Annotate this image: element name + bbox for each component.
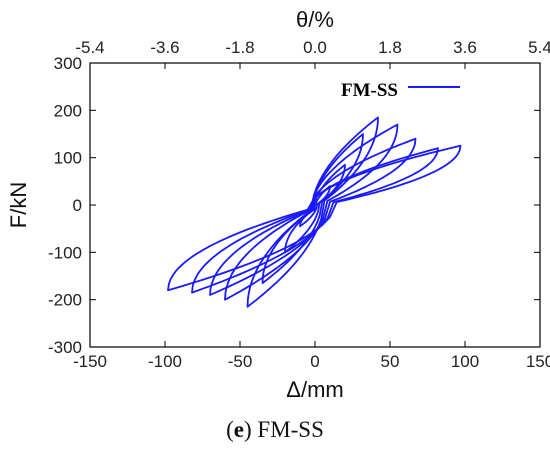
x2-tick-label: -1.8: [225, 38, 254, 57]
y-tick-label: 300: [54, 54, 82, 73]
x2-tick-label: 1.8: [378, 38, 402, 57]
x-tick-label: -150: [73, 352, 107, 371]
x2-tick-label: 0.0: [303, 38, 327, 57]
caption-open-paren: (: [226, 417, 234, 442]
legend-label: FM-SS: [341, 80, 398, 101]
top-axis-ticks: [89, 63, 541, 69]
x-tick-label: 0: [310, 352, 319, 371]
hysteresis-loop-4: [246, 116, 379, 308]
x-tick-label: 150: [526, 352, 550, 371]
top-axis-tick-labels: -5.4 -3.6 -1.8 0.0 1.8 3.6 5.4: [75, 38, 550, 57]
x-axis-title: Δ/mm: [286, 377, 343, 402]
legend: FM-SS: [341, 80, 460, 101]
y-axis-title: F/kN: [6, 182, 31, 228]
bottom-axis-ticks: [89, 341, 541, 347]
x-tick-label: 100: [451, 352, 479, 371]
hysteresis-chart: -5.4 -3.6 -1.8 0.0 1.8 3.6 5.4 -150 -100 -50 0 50 1…: [6, 7, 550, 402]
y-tick-label: 100: [54, 149, 82, 168]
hysteresis-curve: [167, 116, 462, 308]
figure-caption: (e) FM-SS: [0, 417, 550, 443]
hysteresis-loop-5: [224, 123, 399, 301]
caption-letter: e: [233, 417, 244, 442]
x2-tick-label: -3.6: [150, 38, 179, 57]
y-tick-label: 200: [54, 101, 82, 120]
caption-text: FM-SS: [251, 417, 324, 442]
left-axis-ticks: [90, 62, 540, 348]
x-tick-label: -100: [148, 352, 182, 371]
hysteresis-loop-6: [209, 137, 417, 296]
top-axis-title: θ/%: [296, 7, 334, 32]
x2-tick-label: 5.4: [528, 38, 550, 57]
x-tick-label: -50: [228, 352, 253, 371]
y-tick-label: -300: [48, 338, 82, 357]
x-tick-label: 50: [381, 352, 400, 371]
hysteresis-loop-7: [191, 147, 439, 294]
left-axis-tick-labels: -300 -200 -100 0 100 200 300: [48, 54, 82, 357]
hysteresis-loop-8: [167, 144, 462, 292]
y-tick-label: -100: [48, 243, 82, 262]
hysteresis-loop-2: [284, 163, 346, 254]
hysteresis-loop-3: [261, 133, 364, 284]
y-tick-label: -200: [48, 291, 82, 310]
y-tick-label: 0: [73, 196, 82, 215]
x2-tick-label: -5.4: [75, 38, 104, 57]
bottom-axis-tick-labels: -150 -100 -50 0 50 100 150: [73, 352, 550, 371]
x2-tick-label: 3.6: [453, 38, 477, 57]
caption-close-paren: ): [243, 417, 252, 442]
